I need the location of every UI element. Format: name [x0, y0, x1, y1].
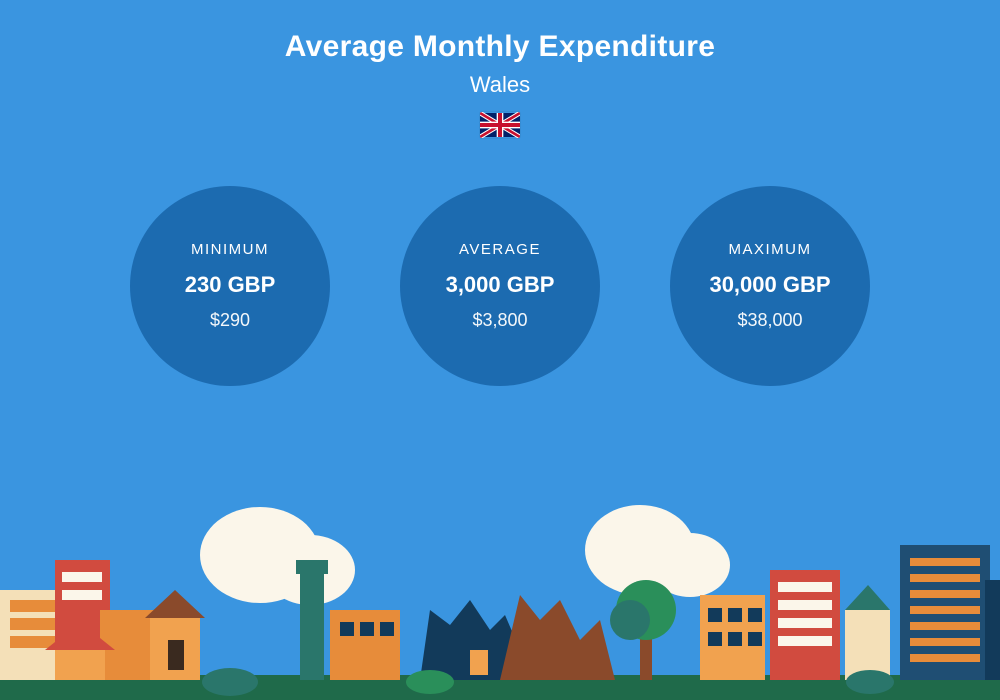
stat-gbp: 30,000 GBP	[709, 272, 830, 298]
uk-flag-icon	[480, 112, 520, 138]
stat-label: MINIMUM	[191, 241, 269, 258]
stat-usd: $38,000	[737, 310, 802, 331]
page-subtitle: Wales	[0, 72, 1000, 98]
stat-circle-average: AVERAGE 3,000 GBP $3,800	[400, 186, 600, 386]
stat-label: MAXIMUM	[729, 241, 812, 258]
cityscape-illustration	[0, 500, 1000, 700]
stat-circle-minimum: MINIMUM 230 GBP $290	[130, 186, 330, 386]
stat-usd: $290	[210, 310, 250, 331]
page-title: Average Monthly Expenditure	[0, 30, 1000, 64]
stat-usd: $3,800	[472, 310, 527, 331]
stat-label: AVERAGE	[459, 241, 541, 258]
stat-circle-maximum: MAXIMUM 30,000 GBP $38,000	[670, 186, 870, 386]
stat-gbp: 3,000 GBP	[446, 272, 555, 298]
stat-circles: MINIMUM 230 GBP $290 AVERAGE 3,000 GBP $…	[0, 186, 1000, 386]
stat-gbp: 230 GBP	[185, 272, 276, 298]
